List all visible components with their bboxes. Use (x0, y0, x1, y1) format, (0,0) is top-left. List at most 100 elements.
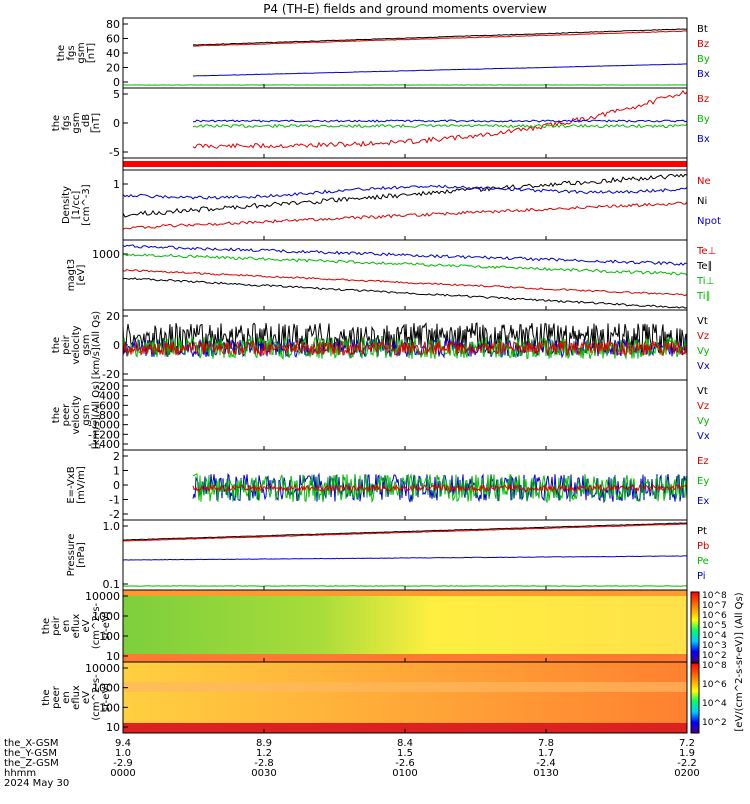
legend-label: Pi (697, 571, 706, 582)
panel-frame (123, 88, 687, 158)
series-line (193, 29, 687, 45)
legend-label: Bx (697, 69, 710, 80)
plot-title: P4 (TH-E) fields and ground moments over… (263, 2, 547, 16)
ytick-label: 0 (113, 339, 120, 352)
legend-label: Ey (697, 476, 709, 487)
legend-label: Pe (697, 556, 709, 567)
xaxis-row-label: 2024 May 30 (4, 778, 69, 789)
legend-label: Vt (697, 386, 708, 397)
legend-label: Vy (697, 346, 710, 357)
legend-label: By (697, 54, 710, 65)
colorbar-tick: 10^2 (702, 651, 727, 661)
xaxis-value: 0200 (674, 768, 699, 779)
colorbar-tick: 10^7 (702, 601, 727, 611)
xaxis-value: 0000 (110, 768, 135, 779)
colorbar-top (691, 592, 699, 662)
panel-frame (123, 18, 687, 88)
ytick-label: 1 (113, 465, 120, 478)
ylabel-line: [eV] (76, 265, 87, 286)
series-line (123, 174, 687, 217)
ytick-label: -1 (109, 494, 120, 507)
legend-label: Vx (697, 361, 710, 372)
xaxis-value: 0100 (392, 768, 417, 779)
ytick-label: 10000 (85, 662, 120, 675)
colorbar-bottom (691, 663, 699, 733)
legend-label: Vx (697, 431, 710, 442)
panel-frame (123, 380, 687, 450)
legend-label: Bz (697, 39, 709, 50)
series-line (193, 64, 687, 76)
spectrogram-band-mid (123, 682, 687, 692)
series-line (123, 523, 687, 540)
ylabel-line: [nT] (91, 113, 102, 133)
colorbar-tick: 10^4 (702, 699, 727, 709)
legend-label: Ez (697, 456, 709, 467)
ytick-label: -5 (109, 146, 120, 159)
ylabel: Pressure[nPa] (66, 534, 87, 577)
separator-panel (123, 158, 687, 170)
ylabel: magt3[eV] (66, 259, 87, 292)
legend-label: Vt (697, 316, 708, 327)
ytick-label: 1 (113, 178, 120, 191)
panel-frame (123, 240, 687, 310)
series-line (193, 31, 687, 46)
ylabel-line: [km/s](All Qs) (91, 311, 102, 379)
ylabel: Density[1/cc][cm^-3] (61, 184, 92, 225)
series-line (193, 120, 687, 122)
legend-label: Vz (697, 331, 709, 342)
legend-label: Ex (697, 496, 709, 507)
series-line (193, 91, 687, 148)
legend-label: Vy (697, 416, 710, 427)
ylabel-line: sr-eV) (101, 683, 112, 712)
legend-label: Ti⊥ (696, 276, 714, 287)
legend-label: Bt (697, 24, 708, 35)
ytick-label: 5 (113, 88, 120, 101)
colorbar-tick: 10^5 (702, 621, 727, 631)
ytick-label: 20 (106, 310, 120, 323)
spectrogram-fill (123, 590, 687, 662)
ytick-label: 0 (113, 479, 120, 492)
ylabel: E=-VxB[mV/m] (66, 466, 87, 504)
xaxis-value: 0030 (251, 768, 276, 779)
ytick-label: 1000 (92, 248, 120, 261)
ylabel-line: [nT] (86, 43, 97, 63)
ytick-label: 40 (106, 47, 120, 60)
series-line (123, 556, 687, 560)
colorbar-label: [eV/(cm^2-s-sr-eV)] (All Qs) (734, 592, 745, 731)
ytick-label: 0 (113, 117, 120, 130)
legend-label: Pt (697, 526, 707, 537)
ytick-label: 10 (106, 721, 120, 734)
legend-label: Bz (697, 94, 709, 105)
series-line (193, 125, 687, 128)
ylabel-line: [nPa] (76, 542, 87, 568)
legend-label: Vz (697, 401, 709, 412)
series-line (123, 245, 687, 265)
colorbar-label-group: [eV/(cm^2-s-sr-eV)] (All Qs) (734, 592, 745, 731)
series-line (123, 185, 687, 199)
ylabel-line: [km/s](All Qs) (91, 381, 102, 449)
series-line (123, 524, 687, 541)
legend-label: Npot (697, 216, 721, 227)
spectrogram-fill (123, 662, 687, 733)
legend-label: By (697, 114, 710, 125)
legend-label: Te⊥ (696, 246, 716, 257)
legend-label: Bx (697, 134, 710, 145)
spectrogram-band-top (123, 590, 687, 596)
ylabel-line: sr-eV) (101, 611, 112, 640)
ytick-label: 80 (106, 18, 120, 31)
colorbar-tick: 10^3 (702, 641, 727, 651)
ytick-label: 20 (106, 62, 120, 75)
series-line (123, 202, 687, 229)
ytick-label: 60 (106, 33, 120, 46)
